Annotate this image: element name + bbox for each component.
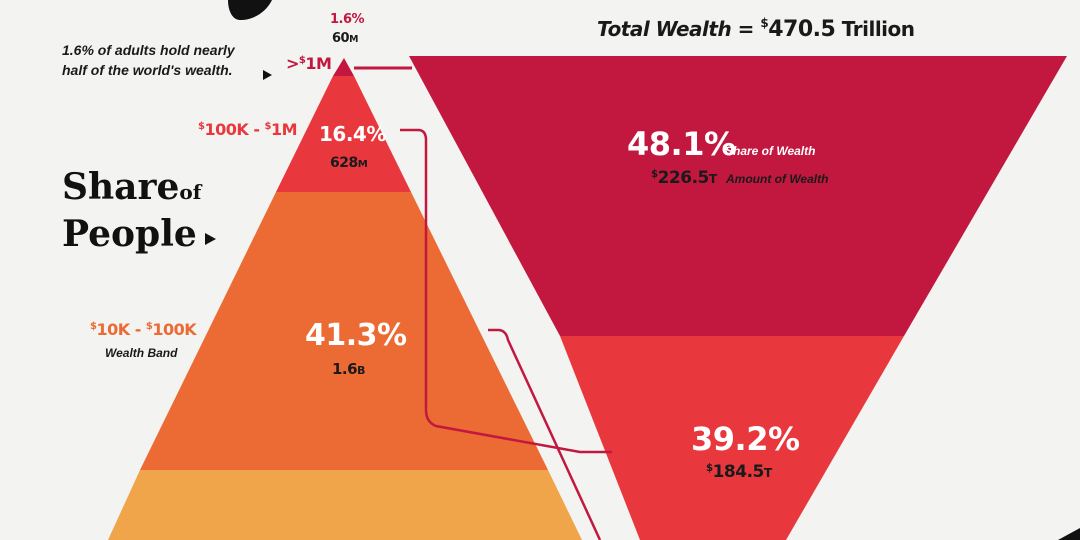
tier0-people-unit: M (349, 34, 358, 45)
total-wealth-heading: Total Wealth = $470.5 Trillion (597, 16, 915, 42)
tier2-band-label: $10K - $100K (90, 320, 197, 339)
share-pointer-icon (205, 233, 216, 245)
tier0-people-pct: 1.6% (330, 12, 365, 27)
pyramid-tier-100k-1m (276, 76, 411, 192)
wealth0-amount-currency: $ (651, 168, 658, 180)
wealth1-amount-unit: T (763, 466, 772, 480)
wealth0-amount: $226.5T (651, 168, 717, 188)
note-pointer-icon (263, 70, 272, 80)
wealth1-amount: $184.5T (706, 462, 772, 482)
tier1-people-count: 628M (330, 155, 368, 171)
share-title-line2: People (62, 213, 197, 255)
pyramid-tier-under-10k (108, 470, 582, 540)
tier1-band-currency-a: $ (198, 121, 205, 132)
wealth0-amount-label: Amount of Wealth (726, 172, 829, 186)
tier1-people-unit: M (357, 159, 368, 170)
share-title-of: of (179, 180, 202, 204)
total-wealth-label: Total Wealth = (597, 17, 754, 41)
tier2-band-currency-b: $ (145, 321, 153, 332)
tier2-people-pct: 41.3% (305, 318, 407, 353)
tier1-band-label: $100K - $1M (198, 120, 298, 139)
logo-fragment (228, 0, 272, 20)
wealth0-amount-value: 226.5 (657, 168, 710, 188)
wealth0-amount-unit: T (708, 172, 717, 186)
tier2-band-sub: Wealth Band (105, 346, 178, 360)
corner-fragment (1058, 528, 1080, 540)
wealth1-amount-currency: $ (706, 462, 713, 474)
share-title-line1: Share (62, 166, 180, 208)
tier2-band-a: 10K (96, 320, 130, 339)
tier0-band: 1M (305, 54, 332, 73)
connector-10k-100k (488, 328, 602, 540)
wealth1-share-pct: 39.2% (691, 420, 800, 458)
tier1-band-b: 1M (271, 120, 298, 139)
tier0-people-count: 60M (332, 31, 358, 46)
tier1-people-count-value: 628 (330, 155, 358, 171)
total-wealth-value: 470.5 (768, 17, 836, 42)
tier0-people-count-value: 60 (332, 31, 350, 46)
pyramid-tier-10k-100k (140, 192, 548, 470)
wealth-tier-over-1m (409, 56, 1067, 336)
tier0-band-prefix: > (286, 54, 299, 73)
wealth-tier-100k-1m (560, 336, 904, 540)
connector-100k-1m (400, 128, 612, 454)
tier0-band-label: >$1M (286, 54, 332, 73)
tier2-people-unit: B (357, 364, 365, 377)
tier2-band-sep: - (129, 320, 146, 339)
tier0-band-currency: $ (298, 55, 306, 66)
tier1-band-sep: - (248, 120, 265, 139)
tier1-people-pct: 16.4% (319, 122, 386, 146)
note-text: 1.6% of adults hold nearly half of the w… (62, 42, 235, 78)
total-wealth-unit: Trillion (841, 17, 915, 41)
tier1-band-a: 100K (204, 120, 249, 139)
share-of-people-title: Shareof People (62, 166, 201, 255)
tier2-people-count: 1.6B (332, 360, 365, 378)
wealth0-share-label: Share of Wealth (725, 144, 816, 158)
tier2-band-b: 100K (152, 320, 197, 339)
tier2-people-count-value: 1.6 (332, 360, 358, 378)
tier1-band-currency-b: $ (264, 121, 272, 132)
wealth0-share-pct: 48.1% (627, 125, 736, 163)
pyramid-tier-over-1m (333, 58, 354, 76)
wealth1-amount-value: 184.5 (712, 462, 765, 482)
tier2-band-currency-a: $ (90, 321, 97, 332)
total-wealth-currency: $ (760, 16, 769, 30)
